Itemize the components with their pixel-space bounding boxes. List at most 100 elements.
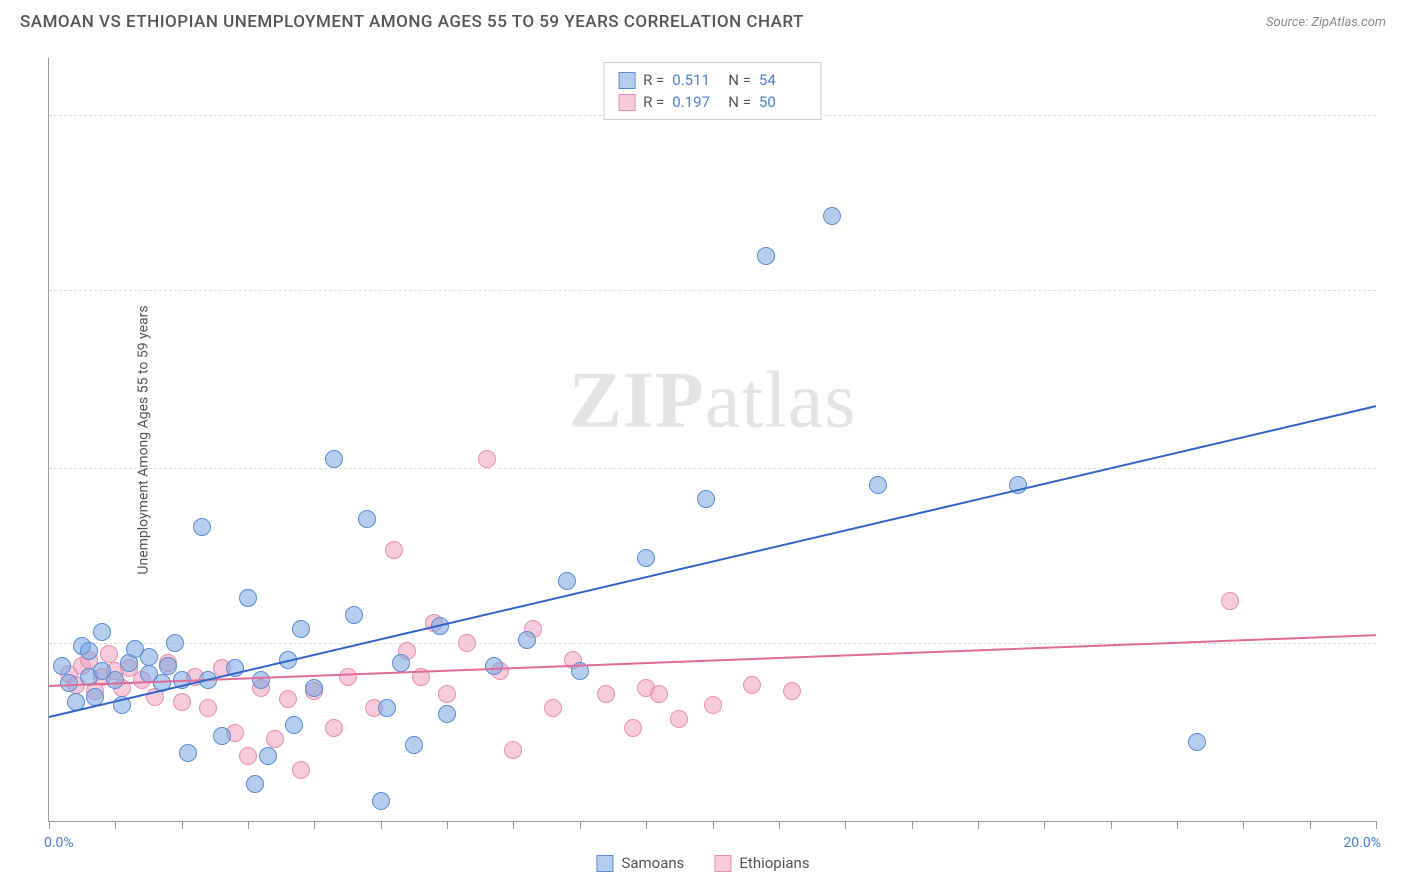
scatter-point — [93, 623, 111, 641]
x-tick — [646, 821, 647, 829]
y-tick-label: 18.8% — [1386, 282, 1406, 298]
legend-label: Ethiopians — [739, 854, 809, 872]
x-tick — [845, 821, 846, 829]
x-tick — [1376, 821, 1377, 829]
scatter-point — [252, 671, 270, 689]
y-tick-label: 12.5% — [1386, 460, 1406, 476]
scatter-point — [285, 716, 303, 734]
scatter-point — [372, 792, 390, 810]
x-tick — [248, 821, 249, 829]
scatter-point — [385, 541, 403, 559]
chart-title: SAMOAN VS ETHIOPIAN UNEMPLOYMENT AMONG A… — [20, 12, 804, 32]
x-axis-min-label: 0.0% — [44, 835, 74, 851]
scatter-point — [558, 572, 576, 590]
trend-line — [49, 406, 1376, 719]
scatter-point — [140, 648, 158, 666]
scatter-point — [239, 747, 257, 765]
x-tick — [580, 821, 581, 829]
scatter-point — [173, 693, 191, 711]
legend-swatch — [714, 855, 731, 872]
scatter-point — [266, 730, 284, 748]
x-tick — [713, 821, 714, 829]
x-tick — [978, 821, 979, 829]
y-axis-label: Unemployment Among Ages 55 to 59 years — [136, 305, 152, 574]
x-tick — [49, 821, 50, 829]
scatter-point — [1221, 592, 1239, 610]
x-tick — [115, 821, 116, 829]
legend-bottom: Samoans Ethiopians — [596, 854, 809, 872]
x-tick — [1044, 821, 1045, 829]
scatter-point — [305, 679, 323, 697]
x-tick — [1310, 821, 1311, 829]
scatter-point — [485, 657, 503, 675]
x-tick — [912, 821, 913, 829]
scatter-point — [743, 676, 761, 694]
scatter-point — [325, 450, 343, 468]
scatter-point — [80, 642, 98, 660]
scatter-point — [438, 705, 456, 723]
scatter-point — [166, 634, 184, 652]
scatter-point — [405, 736, 423, 754]
legend-swatch — [596, 855, 613, 872]
legend-stat-row: R =0.511N =54 — [618, 69, 807, 91]
scatter-point — [757, 247, 775, 265]
legend-stats-box: R =0.511N =54R =0.197N =50 — [603, 62, 822, 120]
x-tick — [1243, 821, 1244, 829]
x-tick — [314, 821, 315, 829]
scatter-point — [670, 710, 688, 728]
scatter-point — [53, 657, 71, 675]
source-label: Source: ZipAtlas.com — [1266, 15, 1386, 30]
x-tick — [1177, 821, 1178, 829]
scatter-point — [544, 699, 562, 717]
scatter-point — [597, 685, 615, 703]
scatter-point — [378, 699, 396, 717]
scatter-point — [823, 207, 841, 225]
scatter-point — [106, 671, 124, 689]
legend-item: Samoans — [596, 854, 684, 872]
scatter-point — [869, 476, 887, 494]
chart-plot-area: ZIPatlas 6.3%12.5%18.8%25.0% Unemploymen… — [48, 58, 1376, 822]
legend-swatch — [618, 72, 635, 89]
x-tick — [381, 821, 382, 829]
scatter-point — [279, 690, 297, 708]
scatter-point — [60, 674, 78, 692]
gridline — [49, 290, 1376, 291]
scatter-point — [1188, 733, 1206, 751]
scatter-point — [358, 510, 376, 528]
scatter-point — [100, 645, 118, 663]
scatter-point — [193, 518, 211, 536]
scatter-point — [637, 549, 655, 567]
scatter-point — [783, 682, 801, 700]
x-axis-max-label: 20.0% — [1343, 835, 1381, 851]
legend-stat-row: R =0.197N =50 — [618, 91, 807, 113]
x-tick — [447, 821, 448, 829]
scatter-point — [179, 744, 197, 762]
scatter-point — [392, 654, 410, 672]
scatter-point — [458, 634, 476, 652]
scatter-point — [624, 719, 642, 737]
scatter-point — [345, 606, 363, 624]
scatter-point — [339, 668, 357, 686]
gridline — [49, 468, 1376, 469]
scatter-point — [239, 589, 257, 607]
y-tick-label: 25.0% — [1386, 107, 1406, 123]
scatter-point — [292, 620, 310, 638]
y-tick-label: 6.3% — [1386, 635, 1406, 651]
x-tick — [1111, 821, 1112, 829]
x-tick — [513, 821, 514, 829]
scatter-point — [325, 719, 343, 737]
scatter-point — [438, 685, 456, 703]
x-tick — [182, 821, 183, 829]
scatter-point — [292, 761, 310, 779]
scatter-point — [650, 685, 668, 703]
scatter-point — [259, 747, 277, 765]
scatter-point — [199, 699, 217, 717]
scatter-point — [704, 696, 722, 714]
scatter-point — [213, 727, 231, 745]
scatter-point — [504, 741, 522, 759]
x-tick — [779, 821, 780, 829]
scatter-point — [697, 490, 715, 508]
legend-swatch — [618, 94, 635, 111]
scatter-point — [159, 657, 177, 675]
scatter-point — [478, 450, 496, 468]
